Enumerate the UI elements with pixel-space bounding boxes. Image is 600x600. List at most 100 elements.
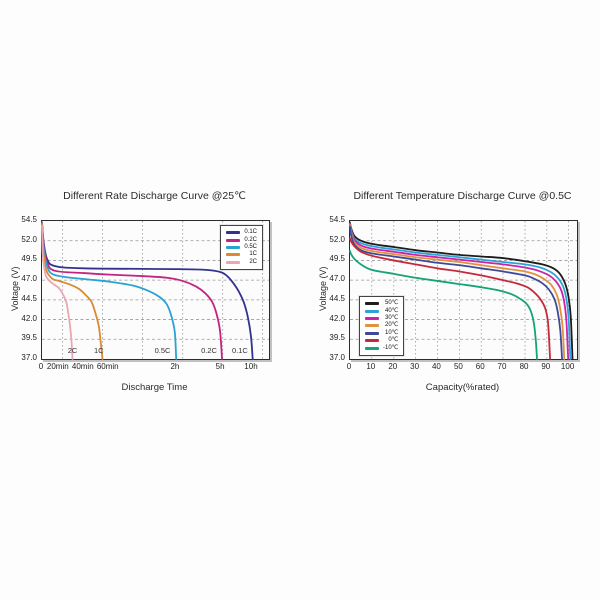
x-axis-ticks: 0 10 20 30 40 50 60 70 80 90 100 — [346, 362, 576, 374]
legend-swatch — [365, 346, 379, 350]
chart-title: Different Temperature Discharge Curve @0… — [353, 190, 572, 202]
series-curve-10℃ — [349, 225, 563, 360]
y-tick-label: 42.0 — [329, 313, 345, 323]
series-curve-40℃ — [349, 222, 572, 360]
x-tick-label: 30 — [410, 362, 420, 371]
x-tick-label: 10 — [366, 362, 376, 371]
x-axis-ticks: 0 20min 40min 60min 2h 5h 10h — [38, 362, 268, 374]
x-tick-label: 60min — [96, 362, 119, 371]
series-curve-0℃ — [349, 237, 551, 360]
legend-label: 20℃ — [385, 322, 399, 329]
y-tick-label: 47.0 — [21, 274, 37, 284]
series-curve-30℃ — [349, 223, 570, 360]
x-tick-label: 70 — [497, 362, 507, 371]
series-curve-1C — [41, 223, 104, 360]
legend-entry: 30℃ — [365, 315, 398, 322]
x-tick-label: 10h — [244, 362, 258, 371]
curve-annotation: 1C — [94, 346, 104, 355]
series-curve-0.2C — [41, 221, 223, 360]
legend-entry: 20℃ — [365, 322, 398, 329]
legend-label: -10℃ — [383, 344, 399, 351]
curve-annotation: 0.5C — [155, 346, 171, 355]
y-tick-label: 54.5 — [329, 215, 345, 224]
legend-label: 0.5C — [244, 243, 257, 250]
x-tick-label: 5h — [215, 362, 225, 371]
y-tick-label: 37.0 — [21, 353, 37, 362]
legend-swatch — [365, 316, 379, 320]
legend-swatch — [365, 302, 379, 306]
legend: 0.1C 0.2C 0.5C 1C 2C — [220, 225, 263, 270]
x-tick-label: 90 — [541, 362, 551, 371]
legend-entry: 0.2C — [226, 236, 257, 243]
y-tick-label: 49.5 — [21, 254, 37, 264]
legend-label: 0.2C — [244, 236, 257, 243]
legend-label: 2C — [249, 258, 257, 265]
x-tick-label: 100 — [560, 362, 575, 371]
legend-label: 0.1C — [244, 229, 257, 236]
legend-swatch — [226, 231, 241, 235]
chart-title: Different Rate Discharge Curve @25℃ — [63, 190, 246, 202]
rate-discharge-chart: Different Rate Discharge Curve @25℃ Volt… — [8, 190, 288, 402]
y-tick-label: 44.5 — [329, 293, 345, 303]
legend: 50℃ 40℃ 30℃ 20℃ 10℃ 0℃ -10℃ — [359, 296, 405, 356]
series-curve-0.5C — [41, 222, 178, 360]
series-curve-20℃ — [349, 224, 566, 360]
series-curve-50℃ — [349, 221, 574, 360]
x-tick-label: 0 — [38, 362, 44, 371]
plot-area: 2C 1C 0.5C 0.2C 0.1C 0.1C 0.2C 0.5C 1C 2C — [41, 220, 270, 360]
legend-entry: 0.5C — [226, 244, 257, 251]
legend-swatch — [226, 245, 241, 249]
legend-swatch — [226, 253, 241, 257]
legend-entry: 1C — [226, 251, 257, 258]
legend-entry: 0℃ — [365, 337, 398, 344]
x-tick-label: 50 — [453, 362, 463, 371]
y-tick-label: 37.0 — [329, 353, 345, 362]
legend-label: 40℃ — [385, 307, 399, 314]
x-tick-label: 40min — [71, 362, 94, 371]
series-curve-0.1C — [41, 221, 254, 360]
legend-label: 0℃ — [388, 337, 399, 344]
y-tick-label: 39.5 — [21, 333, 37, 343]
x-tick-label: 2h — [170, 362, 180, 371]
x-axis-label: Capacity(%rated) — [425, 382, 500, 393]
charts-row: Different Rate Discharge Curve @25℃ Volt… — [8, 190, 596, 402]
curve-annotation: 0.2C — [201, 346, 217, 355]
legend-swatch — [365, 339, 379, 343]
x-axis-label: Discharge Time — [121, 382, 188, 393]
legend-entry: 10℃ — [365, 330, 398, 337]
x-tick-label: 60 — [475, 362, 485, 371]
plot-canvas — [349, 221, 577, 360]
plot-canvas: 2C 1C 0.5C 0.2C 0.1C — [41, 221, 269, 360]
legend-entry: 0.1C — [226, 229, 257, 236]
legend-label: 1C — [249, 251, 257, 258]
temperature-discharge-chart: Different Temperature Discharge Curve @0… — [316, 190, 596, 402]
legend-entry: 50℃ — [365, 300, 398, 307]
y-tick-label: 47.0 — [329, 274, 345, 284]
legend-entry: 40℃ — [365, 307, 398, 314]
series-curve-2C — [41, 224, 74, 360]
legend-entry: 2C — [226, 259, 257, 266]
y-tick-label: 54.5 — [21, 215, 37, 224]
plot-area: 50℃ 40℃ 30℃ 20℃ 10℃ 0℃ -10℃ — [349, 220, 578, 360]
x-tick-label: 20 — [388, 362, 398, 371]
y-tick-label: 39.5 — [329, 333, 345, 343]
legend-label: 30℃ — [385, 314, 399, 321]
x-tick-label: 20min — [46, 362, 69, 371]
legend-swatch — [226, 260, 241, 264]
y-axis-ticks: 54.5 52.0 49.5 47.0 44.5 42.0 39.5 37.0 — [316, 215, 345, 362]
x-tick-label: 0 — [346, 362, 352, 371]
legend-swatch — [365, 324, 379, 328]
y-axis-ticks: 54.5 52.0 49.5 47.0 44.5 42.0 39.5 37.0 — [8, 215, 37, 362]
x-tick-label: 80 — [519, 362, 529, 371]
series-curve--10℃ — [349, 250, 538, 360]
legend-swatch — [226, 238, 241, 242]
y-tick-label: 52.0 — [329, 234, 345, 244]
x-tick-label: 40 — [431, 362, 441, 371]
legend-swatch — [365, 331, 379, 335]
legend-swatch — [365, 309, 379, 313]
curve-annotation: 2C — [68, 346, 78, 355]
legend-entry: -10℃ — [365, 344, 398, 351]
legend-label: 50℃ — [385, 300, 399, 307]
legend-label: 10℃ — [385, 329, 399, 336]
